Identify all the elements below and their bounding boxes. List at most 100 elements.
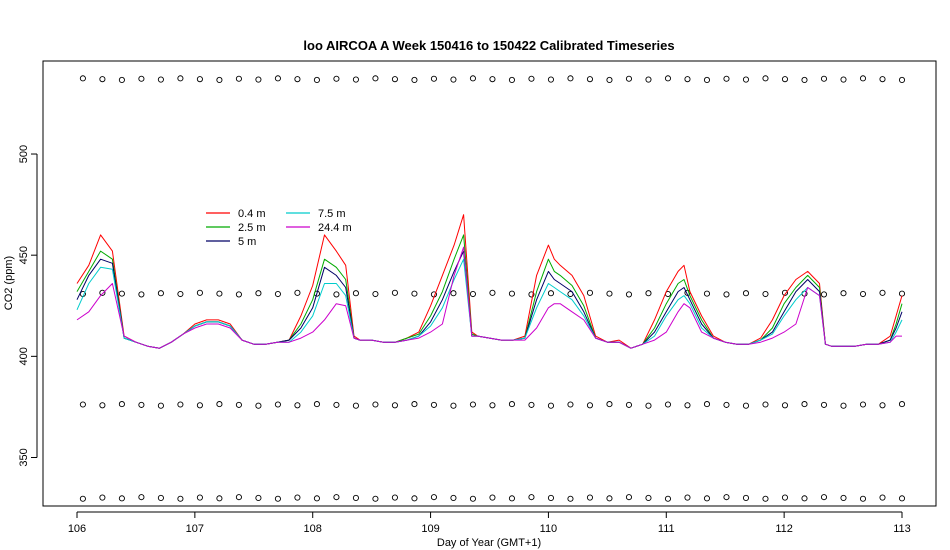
reference-marker <box>372 401 379 408</box>
reference-marker <box>333 291 340 298</box>
reference-marker <box>781 402 789 409</box>
reference-markers <box>79 75 906 502</box>
reference-marker <box>898 290 906 297</box>
reference-marker <box>840 290 847 297</box>
reference-marker <box>255 494 262 502</box>
x-tick-label: 108 <box>304 523 322 535</box>
reference-marker <box>352 494 359 502</box>
reference-marker <box>138 291 145 298</box>
reference-marker <box>684 494 691 501</box>
reference-marker <box>645 290 652 297</box>
reference-marker <box>879 76 886 83</box>
y-tick-label: 400 <box>18 347 30 365</box>
reference-marker <box>606 290 613 297</box>
legend-label: 24.4 m <box>318 222 352 234</box>
reference-marker <box>586 494 594 501</box>
reference-marker <box>898 76 906 84</box>
reference-marker <box>79 75 86 82</box>
y-tick-label: 500 <box>18 145 30 163</box>
reference-marker <box>528 291 535 298</box>
reference-marker <box>781 494 789 501</box>
reference-marker <box>333 494 340 501</box>
reference-marker <box>469 495 476 502</box>
reference-marker <box>138 75 145 82</box>
reference-marker <box>294 76 301 83</box>
reference-marker <box>703 290 711 297</box>
reference-marker <box>625 401 633 408</box>
reference-marker <box>664 75 672 82</box>
reference-marker <box>196 76 203 83</box>
reference-marker <box>547 76 555 83</box>
reference-marker <box>118 401 125 408</box>
reference-marker <box>606 495 613 502</box>
series-line-2 <box>76 250 903 349</box>
legend-label: 5 m <box>238 236 256 248</box>
reference-marker <box>606 401 613 408</box>
reference-marker <box>840 76 847 83</box>
reference-marker <box>762 290 769 298</box>
plot-frame <box>42 60 937 507</box>
reference-marker <box>411 401 418 408</box>
y-tick-label: 350 <box>18 448 30 466</box>
reference-marker <box>742 402 750 409</box>
reference-marker <box>177 495 184 502</box>
reference-marker <box>528 494 535 501</box>
reference-marker <box>567 75 574 82</box>
reference-marker <box>391 289 398 296</box>
reference-marker <box>508 76 515 84</box>
reference-marker <box>859 495 867 502</box>
reference-marker <box>313 495 320 502</box>
reference-marker <box>859 290 867 298</box>
series-line-1 <box>76 234 903 349</box>
reference-marker <box>879 289 886 296</box>
reference-marker <box>664 495 672 502</box>
reference-marker <box>625 75 633 82</box>
reference-marker <box>372 290 379 298</box>
reference-marker <box>684 76 691 83</box>
reference-marker <box>898 401 906 408</box>
reference-marker <box>79 401 86 408</box>
reference-marker <box>859 75 867 82</box>
reference-marker <box>157 290 164 297</box>
reference-marker <box>118 76 125 84</box>
y-tick-label: 450 <box>18 246 30 264</box>
reference-marker <box>352 402 359 409</box>
reference-marker <box>489 76 496 83</box>
reference-marker <box>469 401 476 408</box>
legend: 0.4 m 2.5 m 5 m 7.5 m 24.4 m <box>206 208 352 248</box>
reference-marker <box>235 291 242 298</box>
x-tick-label: 113 <box>893 523 911 535</box>
chart-title: loo AIRCOA A Week 150416 to 150422 Calib… <box>303 38 674 53</box>
x-tick-label: 107 <box>186 523 204 535</box>
x-tick-label: 110 <box>540 523 558 535</box>
reference-marker <box>489 494 496 501</box>
reference-marker <box>196 289 203 296</box>
reference-marker <box>762 401 769 408</box>
reference-marker <box>684 402 691 409</box>
reference-marker <box>664 401 672 408</box>
reference-marker <box>762 75 769 82</box>
reference-marker <box>313 401 320 408</box>
reference-marker <box>118 290 125 297</box>
y-axis: 350 400 450 500 <box>18 145 38 467</box>
reference-marker <box>508 495 515 502</box>
reference-marker <box>567 495 574 502</box>
reference-marker <box>430 75 437 82</box>
reference-marker <box>391 76 398 83</box>
reference-marker <box>801 76 808 84</box>
reference-marker <box>801 495 808 502</box>
reference-marker <box>820 401 828 408</box>
reference-marker <box>352 290 359 297</box>
reference-marker <box>138 494 145 501</box>
reference-marker <box>742 76 750 83</box>
reference-marker <box>391 494 398 501</box>
reference-marker <box>489 289 496 296</box>
reference-marker <box>703 495 711 502</box>
reference-marker <box>216 76 223 84</box>
reference-marker <box>157 76 164 83</box>
reference-marker <box>703 76 711 84</box>
legend-label: 2.5 m <box>238 222 266 234</box>
reference-marker <box>255 402 262 409</box>
reference-marker <box>723 401 730 408</box>
